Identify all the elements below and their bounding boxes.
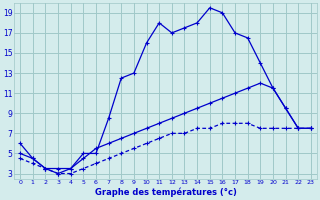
X-axis label: Graphe des températures (°c): Graphe des températures (°c)	[95, 188, 236, 197]
